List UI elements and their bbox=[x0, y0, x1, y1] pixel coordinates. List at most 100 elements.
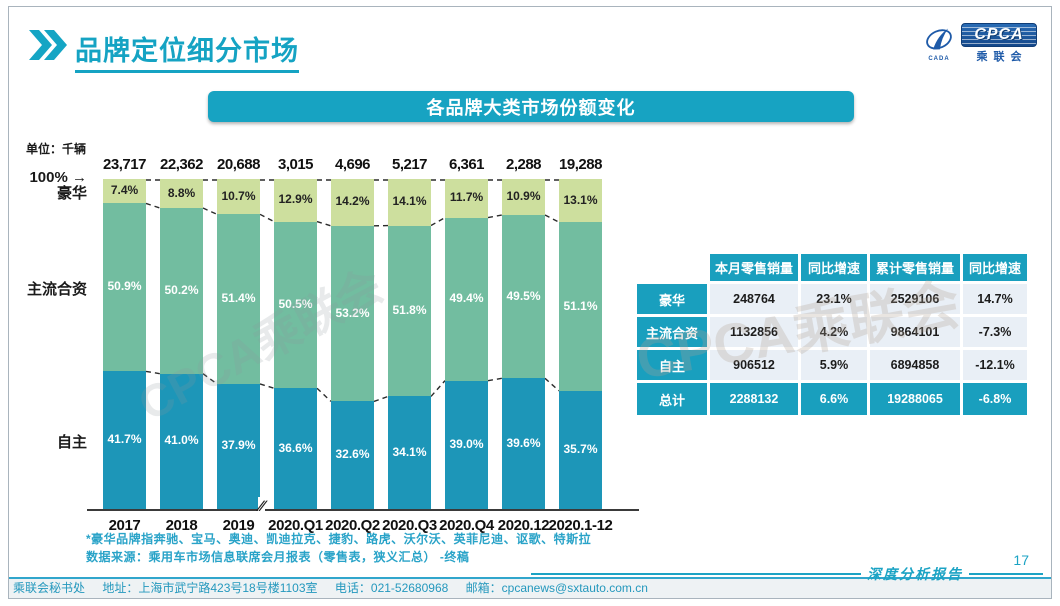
data-cell: 19288065 bbox=[870, 383, 960, 415]
double-chevron-icon bbox=[29, 30, 67, 60]
bar-percent-label: 10.9% bbox=[506, 188, 541, 203]
dashed-connector bbox=[145, 370, 161, 375]
bar-percent-label: 51.8% bbox=[392, 303, 427, 317]
bar-percent-label: 34.1% bbox=[392, 444, 427, 459]
dashed-connector bbox=[487, 377, 503, 382]
bar-percent-label: 39.0% bbox=[449, 436, 484, 451]
row-label-cell: 主流合资 bbox=[637, 317, 707, 347]
bar-total-label: 19,288 bbox=[559, 156, 602, 173]
bar-percent-label: 10.7% bbox=[221, 188, 256, 203]
bar-segment-主流合资 bbox=[502, 214, 545, 379]
x-axis-label: 2020.Q2 bbox=[325, 517, 380, 534]
bar-segment-豪华 bbox=[502, 179, 545, 215]
row-label-cell: 自主 bbox=[637, 350, 707, 380]
contact-org: 乘联会秘书处 bbox=[13, 581, 86, 595]
bar-percent-label: 49.4% bbox=[449, 291, 484, 306]
bar-total-label: 2,288 bbox=[505, 156, 542, 173]
bar-percent-label: 13.1% bbox=[563, 192, 598, 207]
table-row: 自主 906512 5.9% 6894858 -12.1% bbox=[637, 350, 1027, 380]
cpca-acronym-badge: CPCA bbox=[961, 23, 1037, 47]
report-type-label: 深度分析报告 bbox=[867, 568, 963, 583]
bar-segment-豪华 bbox=[445, 179, 488, 218]
bar-segment-主流合资 bbox=[274, 221, 317, 389]
data-cell: 6894858 bbox=[870, 350, 960, 380]
summary-table-body: 本月零售销量 同比增速 累计零售销量 同比增速 豪华 248764 23.1% 2529106… bbox=[637, 254, 1027, 415]
bar-total-label: 3,015 bbox=[277, 156, 314, 173]
cpca-swoosh-icon bbox=[926, 28, 952, 49]
chart-title: 各品牌大类市场份额变化 bbox=[426, 97, 636, 118]
bar-percent-label: 12.9% bbox=[278, 192, 313, 207]
data-cell: 6.6% bbox=[801, 383, 867, 415]
x-axis-label: 2018 bbox=[165, 517, 198, 534]
bar-percent-label: 36.6% bbox=[278, 440, 313, 455]
table-header-cell: 同比增速 bbox=[801, 254, 867, 281]
x-axis-label: 2020.Q1 bbox=[268, 517, 323, 534]
bar-total-label: 20,688 bbox=[217, 156, 260, 173]
x-axis-label: 2020.Q3 bbox=[382, 517, 437, 534]
data-cell: -6.8% bbox=[963, 383, 1027, 415]
x-axis-label: 2020.Q4 bbox=[439, 517, 494, 534]
rule-line-left bbox=[531, 573, 861, 575]
bar-percent-label: 37.9% bbox=[221, 438, 256, 453]
bar-segment-豪华 bbox=[388, 179, 431, 226]
data-cell: 9864101 bbox=[870, 317, 960, 347]
table-header-cell: 本月零售销量 bbox=[710, 254, 798, 281]
bar-segment-自主 bbox=[388, 396, 431, 509]
bar-segment-自主 bbox=[559, 390, 602, 509]
bar-segment-豪华 bbox=[217, 179, 260, 215]
table-corner-cell bbox=[637, 254, 707, 281]
data-cell: 2529106 bbox=[870, 284, 960, 314]
data-cell: -12.1% bbox=[963, 350, 1027, 380]
header: 品牌定位细分市场 bbox=[29, 29, 299, 73]
bar-percent-label: 39.6% bbox=[506, 435, 541, 450]
bar-segment-主流合资 bbox=[331, 225, 374, 402]
bar-percent-label: 51.4% bbox=[221, 291, 256, 306]
bar-segment-主流合资 bbox=[388, 225, 431, 397]
table-row: 总计 2288132 6.6% 19288065 -6.8% bbox=[637, 383, 1027, 415]
bar-segment-自主 bbox=[103, 371, 146, 509]
row-label-cell: 总计 bbox=[637, 383, 707, 415]
data-cell: 14.7% bbox=[963, 284, 1027, 314]
bar-percent-label: 32.6% bbox=[335, 447, 370, 462]
dashed-connector bbox=[430, 380, 446, 397]
bar-total-label: 4,696 bbox=[334, 156, 371, 173]
summary-table: 本月零售销量 同比增速 累计零售销量 同比增速 豪华 248764 23.1% 2529106… bbox=[634, 251, 1030, 418]
dashed-connector bbox=[316, 387, 332, 402]
bar-percent-label: 41.7% bbox=[107, 432, 142, 447]
bar-segment-自主 bbox=[160, 373, 203, 509]
bar-percent-label: 35.7% bbox=[563, 441, 598, 456]
data-cell: -7.3% bbox=[963, 317, 1027, 347]
data-cell: 5.9% bbox=[801, 350, 867, 380]
category-label-豪华: 豪华 bbox=[56, 185, 87, 203]
dashed-connector bbox=[259, 213, 275, 223]
data-cell: 23.1% bbox=[801, 284, 867, 314]
bar-percent-label: 14.1% bbox=[392, 194, 427, 209]
data-cell: 906512 bbox=[710, 350, 798, 380]
bar-segment-自主 bbox=[274, 388, 317, 509]
bar-percent-label: 11.7% bbox=[449, 190, 484, 205]
x-axis-label: 2017 bbox=[108, 517, 141, 534]
bar-percent-label: 14.2% bbox=[335, 194, 370, 209]
table-header-cell: 累计零售销量 bbox=[870, 254, 960, 281]
x-axis-line bbox=[87, 509, 639, 511]
bar-segment-主流合资 bbox=[559, 222, 602, 391]
dashed-connector bbox=[316, 220, 332, 227]
data-cell: 248764 bbox=[710, 284, 798, 314]
x-axis-label: 2019 bbox=[222, 517, 255, 534]
rule-line-right bbox=[969, 573, 1043, 575]
page-title: 品牌定位细分市场 bbox=[75, 29, 299, 73]
dashed-connector bbox=[544, 377, 560, 392]
bar-percent-label: 53.2% bbox=[335, 305, 370, 320]
dashed-connector bbox=[544, 214, 560, 223]
bar-segment-豪华 bbox=[103, 179, 146, 204]
slide: 品牌定位细分市场 CADA CPCA 乘联会 各品牌大类市场份额变化 单位：千辆… bbox=[8, 6, 1052, 599]
bar-percent-label: 7.4% bbox=[110, 183, 139, 198]
x-axis-label: 2020.12 bbox=[497, 517, 550, 534]
footnote-data-source: 数据来源：乘用车市场信息联席会月报表（零售表，狭义汇总） -终稿 bbox=[86, 550, 470, 564]
bar-percent-label: 50.2% bbox=[164, 282, 199, 297]
bar-percent-label: 49.5% bbox=[506, 288, 541, 303]
dashed-connector bbox=[202, 207, 218, 215]
bar-percent-label: 41.0% bbox=[164, 433, 199, 448]
hundred-percent-label: 100% → bbox=[29, 169, 87, 186]
bar-segment-自主 bbox=[445, 380, 488, 510]
